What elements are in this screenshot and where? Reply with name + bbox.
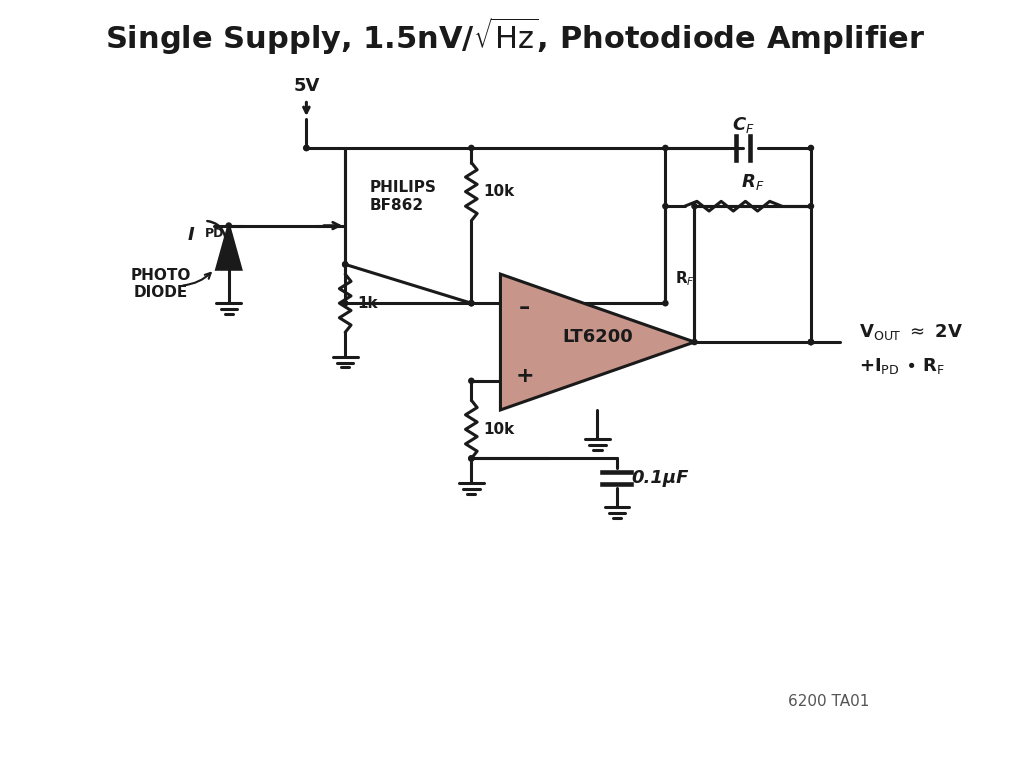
Circle shape: [304, 145, 309, 150]
Text: +I$_{\rm{PD}}$ $\bullet$ R$_{\rm{F}}$: +I$_{\rm{PD}}$ $\bullet$ R$_{\rm{F}}$: [859, 356, 946, 376]
Polygon shape: [501, 274, 694, 410]
Circle shape: [663, 301, 668, 306]
Circle shape: [343, 262, 348, 267]
Text: PHILIPS
BF862: PHILIPS BF862: [370, 180, 437, 213]
Circle shape: [469, 456, 474, 461]
Circle shape: [469, 378, 474, 383]
Text: 10k: 10k: [483, 184, 514, 199]
Circle shape: [663, 145, 668, 150]
Text: V$_{\rm{OUT}}$ $\approx$ 2V: V$_{\rm{OUT}}$ $\approx$ 2V: [859, 322, 964, 342]
Circle shape: [304, 145, 309, 150]
Text: PD: PD: [205, 227, 224, 240]
Text: Single Supply, 1.5nV/$\sqrt{\rm{Hz}}$, Photodiode Amplifier: Single Supply, 1.5nV/$\sqrt{\rm{Hz}}$, P…: [105, 15, 925, 57]
Text: 5V: 5V: [294, 77, 319, 94]
Circle shape: [692, 204, 697, 209]
Text: 10k: 10k: [483, 422, 514, 437]
Text: 1k: 1k: [356, 296, 377, 311]
Circle shape: [469, 301, 474, 306]
Circle shape: [809, 340, 814, 344]
Text: LT6200: LT6200: [562, 328, 632, 346]
Circle shape: [663, 204, 668, 209]
Circle shape: [809, 204, 814, 209]
Circle shape: [343, 301, 348, 306]
Circle shape: [343, 262, 348, 267]
Circle shape: [469, 145, 474, 150]
Text: 0.1μF: 0.1μF: [631, 469, 689, 487]
Circle shape: [469, 301, 474, 306]
Text: PHOTO
DIODE: PHOTO DIODE: [131, 268, 191, 300]
Circle shape: [809, 340, 814, 344]
Text: R$_F$: R$_F$: [675, 270, 695, 288]
Text: +: +: [515, 366, 534, 386]
Polygon shape: [216, 226, 241, 269]
Text: 6200 TA01: 6200 TA01: [788, 694, 869, 708]
Text: R$_F$: R$_F$: [741, 172, 764, 192]
Circle shape: [227, 223, 232, 228]
Circle shape: [469, 456, 474, 461]
Circle shape: [809, 340, 814, 344]
Circle shape: [692, 340, 697, 344]
Text: C$_F$: C$_F$: [731, 116, 754, 135]
Circle shape: [809, 145, 814, 150]
Text: I: I: [188, 226, 195, 244]
Text: –: –: [519, 298, 530, 318]
